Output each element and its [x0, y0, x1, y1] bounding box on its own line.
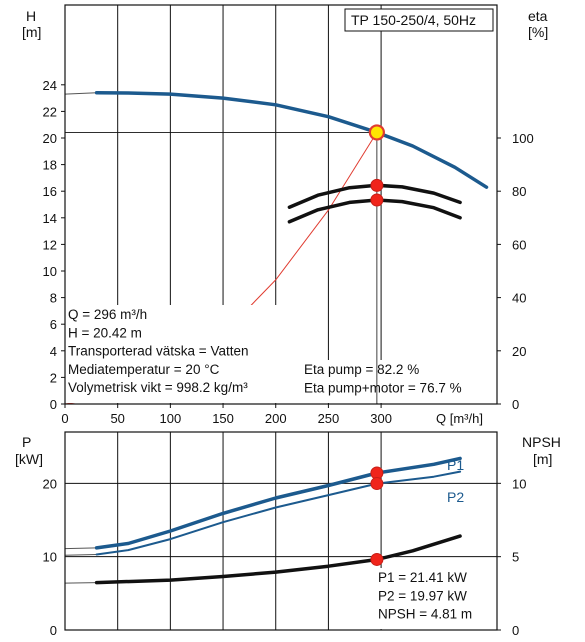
bottom-op-marker: [370, 552, 384, 566]
info-bottom: P1 = 21.41 kW P2 = 19.97 kW NPSH = 4.81 m: [375, 568, 496, 629]
bottom-right-axis-label: NPSH: [522, 434, 561, 450]
bottom-right-tick-label: 10: [512, 476, 526, 491]
bottom-right-axis-unit: [m]: [533, 451, 552, 467]
info-left-bg: [66, 305, 289, 403]
power-npsh-chart: P1 P2 0 10 20 0 5 10 P [kW] NPSH [m] P1 = 21.4…: [15, 431, 561, 638]
info-right-line: Eta pump+motor = 76.7 %: [304, 380, 462, 395]
bottom-op-marker: [370, 477, 384, 491]
top-left-axis-unit: [m]: [22, 24, 41, 40]
top-right-tick-label: 60: [512, 237, 526, 252]
p2-stub: [64, 553, 97, 556]
top-left-axis-label: H: [26, 8, 36, 24]
top-y-tick-label: 4: [50, 344, 57, 359]
bottom-ticks: 0 10 20 0 5 10: [43, 476, 527, 638]
info-left-line: Q = 296 m³/h: [68, 307, 147, 322]
head-curve-stub: [64, 92, 97, 95]
info-right: Eta pump = 82.2 % Eta pump+motor = 76.7 %: [300, 360, 496, 404]
top-ticks: 0 50 100 150 200 250 3000246810121416182022240…: [43, 78, 534, 426]
top-y-tick-label: 2: [50, 370, 57, 385]
eta-point-marker: [370, 178, 384, 192]
top-plot-frame: [64, 4, 498, 405]
info-right-line: Eta pump = 82.2 %: [304, 362, 419, 377]
info-bottom-line: P1 = 21.41 kW: [378, 570, 467, 585]
top-x-tick-label: 150: [212, 411, 234, 426]
top-y-tick-label: 0: [50, 397, 57, 412]
info-left: Q = 296 m³/h H = 20.42 m Transporterad vät…: [66, 305, 289, 403]
info-bottom-bg: [375, 568, 496, 629]
info-left-line: Transporterad vätska = Vatten: [68, 344, 248, 359]
top-grid: [64, 5, 382, 404]
bottom-left-axis-unit: [kW]: [15, 451, 43, 467]
top-x-tick-label: 200: [265, 411, 287, 426]
top-y-tick-label: 12: [43, 237, 57, 252]
p1-curve: [94, 456, 462, 550]
top-series: [64, 91, 489, 405]
top-y-tick-label: 8: [50, 291, 57, 306]
info-left-line: Volymetrisk vikt = 998.2 kg/m³: [68, 380, 248, 395]
top-x-tick-label: 50: [110, 411, 124, 426]
top-right-axis-unit: [%]: [528, 24, 548, 40]
top-right-tick-label: 100: [512, 131, 534, 146]
info-left-line: Mediatemperatur = 20 °C: [68, 362, 220, 377]
top-x-tick-label: 100: [160, 411, 182, 426]
top-x-tick-label: 300: [370, 411, 392, 426]
top-y-tick-label: 6: [50, 317, 57, 332]
eta-point-marker: [370, 193, 384, 207]
top-y-tick-label: 20: [43, 131, 57, 146]
chart-title: TP 150-250/4, 50Hz: [351, 12, 476, 28]
top-x-tick-label: 0: [61, 411, 68, 426]
head-efficiency-chart: 0 50 100 150 200 250 3000246810121416182022240…: [22, 4, 548, 426]
bottom-left-tick-label: 20: [43, 476, 57, 491]
info-left-line: H = 20.42 m: [68, 325, 142, 340]
top-right-tick-label: 20: [512, 344, 526, 359]
operating-point-marker: [368, 124, 385, 141]
p1-stub: [64, 547, 97, 550]
bottom-series: P1 P2: [64, 456, 464, 585]
top-y-tick-label: 16: [43, 184, 57, 199]
p1-label: P1: [447, 457, 464, 473]
p2-curve: [95, 470, 462, 556]
bottom-plot-frame: [64, 431, 498, 631]
bottom-right-tick-label: 5: [512, 550, 519, 565]
chart-title-box: [344, 8, 494, 32]
npsh-curve: [94, 534, 462, 585]
bottom-left-tick-label: 10: [43, 550, 57, 565]
info-bottom-line: NPSH = 4.81 m: [378, 607, 472, 622]
p2-label: P2: [447, 489, 464, 505]
top-right-tick-label: 0: [512, 397, 519, 412]
top-right-tick-label: 40: [512, 291, 526, 306]
bottom-left-axis-label: P: [22, 434, 31, 450]
top-y-tick-label: 10: [43, 264, 57, 279]
bottom-left-tick-label: 0: [50, 623, 57, 638]
top-right-axis-label: eta: [528, 8, 548, 24]
head-curve: [94, 91, 489, 189]
top-y-tick-label: 18: [43, 158, 57, 173]
top-y-tick-label: 14: [43, 211, 57, 226]
info-bottom-line: P2 = 19.97 kW: [378, 588, 467, 603]
top-x-axis-label: Q [m³/h]: [436, 411, 483, 426]
top-y-tick-label: 22: [43, 104, 57, 119]
top-right-tick-label: 80: [512, 184, 526, 199]
bottom-right-tick-label: 0: [512, 623, 519, 638]
info-right-bg: [300, 360, 496, 403]
top-y-tick-label: 24: [43, 78, 57, 93]
top-x-tick-label: 250: [318, 411, 340, 426]
